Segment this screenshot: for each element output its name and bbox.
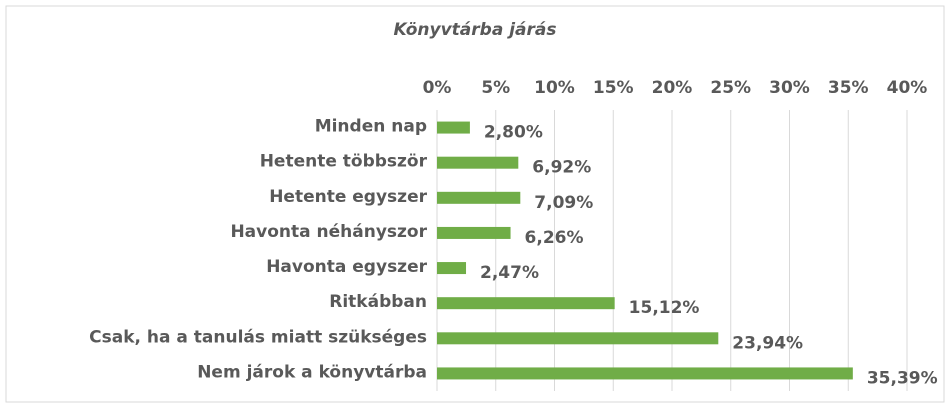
y-tick-label: Ritkábban <box>329 292 427 312</box>
bar <box>437 332 719 345</box>
value-label: 6,92% <box>532 158 591 178</box>
y-tick-label: Havonta egyszer <box>266 257 427 277</box>
x-tick-label: 35% <box>828 78 869 98</box>
x-tick-label: 40% <box>887 78 928 98</box>
x-tick-label: 20% <box>652 78 693 98</box>
x-tick-label: 5% <box>481 78 510 98</box>
chart-title: Könyvtárba járás <box>393 20 556 40</box>
value-label: 2,80% <box>484 123 543 143</box>
bar <box>437 297 615 310</box>
value-label: 23,94% <box>732 333 803 353</box>
value-label: 6,26% <box>525 228 584 248</box>
bar <box>437 191 521 204</box>
x-tick-label: 25% <box>710 78 751 98</box>
x-tick-label: 10% <box>534 78 575 98</box>
value-label: 15,12% <box>629 298 700 318</box>
y-tick-label: Minden nap <box>315 117 427 137</box>
bar <box>437 262 467 275</box>
value-label: 35,39% <box>867 368 938 388</box>
y-tick-label: Hetente többször <box>260 152 428 172</box>
value-label: 2,47% <box>480 263 539 283</box>
x-tick-label: 15% <box>593 78 634 98</box>
x-tick-label: 30% <box>769 78 810 98</box>
bar <box>437 121 470 134</box>
value-label: 7,09% <box>534 193 593 213</box>
y-tick-label: Hetente egyszer <box>269 187 427 207</box>
x-tick-label: 0% <box>423 78 452 98</box>
y-tick-label: Csak, ha a tanulás miatt szükséges <box>89 327 427 347</box>
bar <box>437 226 511 239</box>
y-tick-label: Havonta néhányszor <box>230 222 427 242</box>
bar <box>437 367 853 380</box>
bar <box>437 156 519 169</box>
y-tick-label: Nem járok a könyvtárba <box>197 362 427 382</box>
